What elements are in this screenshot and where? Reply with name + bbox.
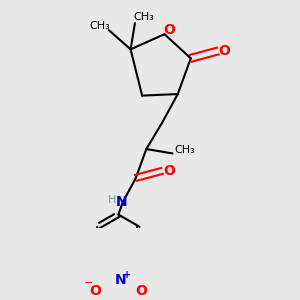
Text: CH₃: CH₃	[90, 21, 110, 31]
Text: N: N	[114, 273, 126, 287]
Text: O: O	[163, 23, 175, 37]
Text: CH₃: CH₃	[174, 145, 195, 155]
Text: O: O	[135, 284, 147, 298]
Text: N: N	[116, 195, 128, 209]
Text: +: +	[123, 270, 131, 280]
Text: −: −	[84, 278, 93, 288]
Text: CH₃: CH₃	[133, 12, 154, 22]
Text: O: O	[90, 284, 102, 298]
Text: O: O	[218, 44, 230, 58]
Text: O: O	[163, 164, 175, 178]
Text: H: H	[108, 195, 116, 205]
